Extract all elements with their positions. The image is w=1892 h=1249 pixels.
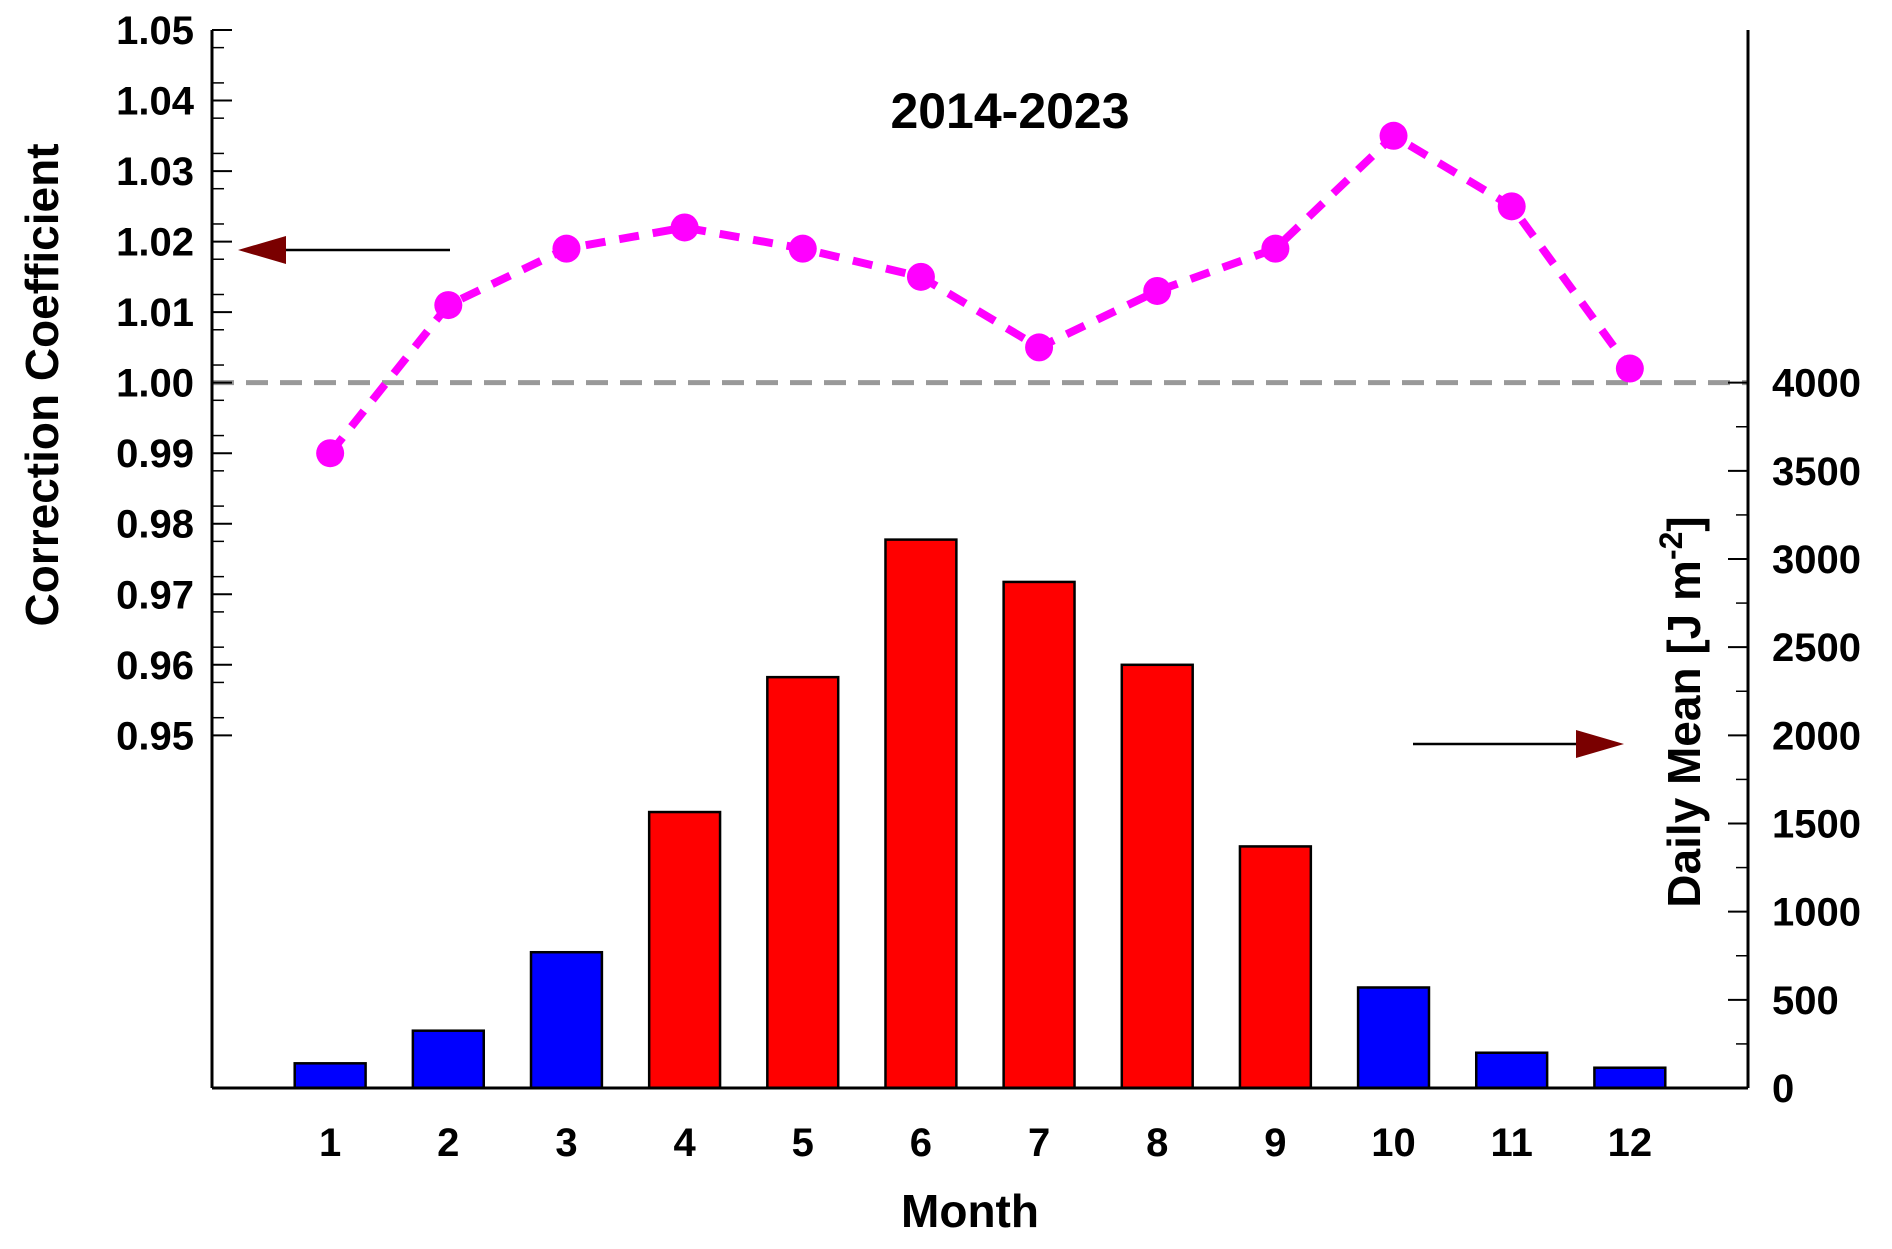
bar-month-8 bbox=[1120, 663, 1194, 1090]
x-tick-label-8: 8 bbox=[1146, 1121, 1168, 1165]
bar-month-11 bbox=[1474, 1051, 1549, 1090]
bar-month-7 bbox=[1002, 580, 1076, 1090]
left-tick-label-1.00: 1.00 bbox=[116, 362, 194, 406]
left-tick-label-1.02: 1.02 bbox=[116, 221, 194, 265]
left-tick-label-0.95: 0.95 bbox=[116, 714, 194, 758]
left-tick-label-1.03: 1.03 bbox=[116, 150, 194, 194]
point-month-7 bbox=[1025, 333, 1054, 362]
right-axis-title-main: Daily Mean [J m bbox=[1658, 560, 1710, 908]
x-tick-label-11: 11 bbox=[1491, 1121, 1533, 1165]
point-month-5 bbox=[788, 234, 817, 263]
bar-series bbox=[293, 538, 1667, 1090]
bar-month-3 bbox=[529, 950, 604, 1090]
right-arrow bbox=[1413, 730, 1624, 758]
right-tick-label-1500: 1500 bbox=[1772, 803, 1861, 847]
x-tick-label-12: 12 bbox=[1608, 1121, 1653, 1165]
bar-month-9 bbox=[1238, 845, 1313, 1090]
x-tick-label-4: 4 bbox=[673, 1121, 696, 1165]
point-month-4 bbox=[670, 213, 699, 242]
right-tick-label-1000: 1000 bbox=[1772, 891, 1861, 935]
right-tick-label-4000: 4000 bbox=[1772, 362, 1861, 406]
point-month-6 bbox=[906, 262, 935, 291]
x-tick-label-3: 3 bbox=[555, 1121, 577, 1165]
point-month-9 bbox=[1261, 234, 1290, 263]
left-tick-label-1.05: 1.05 bbox=[116, 9, 194, 53]
point-month-8 bbox=[1143, 276, 1172, 305]
x-tick-label-10: 10 bbox=[1371, 1121, 1416, 1165]
left-tick-label-0.96: 0.96 bbox=[116, 644, 194, 688]
bar-month-1 bbox=[293, 1062, 367, 1090]
x-tick-label-9: 9 bbox=[1264, 1121, 1286, 1165]
x-axis-title: Month bbox=[901, 1185, 1039, 1237]
left-arrow bbox=[238, 236, 450, 264]
point-month-11 bbox=[1497, 192, 1526, 221]
left-tick-label-0.99: 0.99 bbox=[116, 432, 194, 476]
bar-month-12 bbox=[1593, 1066, 1667, 1090]
x-tick-label-7: 7 bbox=[1028, 1121, 1050, 1165]
point-month-10 bbox=[1379, 121, 1408, 150]
right-axis-title-sup: -2 bbox=[1653, 532, 1689, 560]
right-tick-label-0: 0 bbox=[1772, 1067, 1794, 1111]
point-month-3 bbox=[552, 234, 581, 263]
bar-month-5 bbox=[766, 675, 840, 1090]
bar-month-4 bbox=[647, 810, 722, 1090]
right-axis-title: Daily Mean [J m-2] bbox=[1653, 516, 1710, 907]
point-month-12 bbox=[1615, 354, 1644, 383]
point-month-1 bbox=[316, 439, 345, 468]
right-tick-label-3500: 3500 bbox=[1772, 450, 1861, 494]
right-tick-label-500: 500 bbox=[1772, 979, 1839, 1023]
right-tick-label-3000: 3000 bbox=[1772, 538, 1861, 582]
right-tick-label-2000: 2000 bbox=[1772, 714, 1861, 758]
right-axis-title-end: ] bbox=[1658, 516, 1710, 531]
x-tick-label-6: 6 bbox=[910, 1121, 932, 1165]
line-series-path bbox=[327, 130, 1634, 456]
bar-month-2 bbox=[411, 1029, 486, 1090]
chart-title: 2014-2023 bbox=[890, 83, 1129, 139]
bar-month-10 bbox=[1356, 986, 1431, 1090]
left-tick-label-0.98: 0.98 bbox=[116, 503, 194, 547]
right-tick-label-2500: 2500 bbox=[1772, 626, 1861, 670]
x-tick-label-5: 5 bbox=[792, 1121, 814, 1165]
left-tick-label-0.97: 0.97 bbox=[116, 573, 194, 617]
left-tick-label-1.01: 1.01 bbox=[116, 291, 194, 335]
bar-month-6 bbox=[884, 538, 958, 1090]
line-series bbox=[316, 121, 1644, 468]
left-axis-title: Correction Coefficient bbox=[16, 143, 68, 626]
point-month-2 bbox=[434, 291, 463, 320]
x-tick-label-1: 1 bbox=[319, 1121, 341, 1165]
left-tick-label-1.04: 1.04 bbox=[116, 80, 195, 124]
x-tick-label-2: 2 bbox=[437, 1121, 459, 1165]
